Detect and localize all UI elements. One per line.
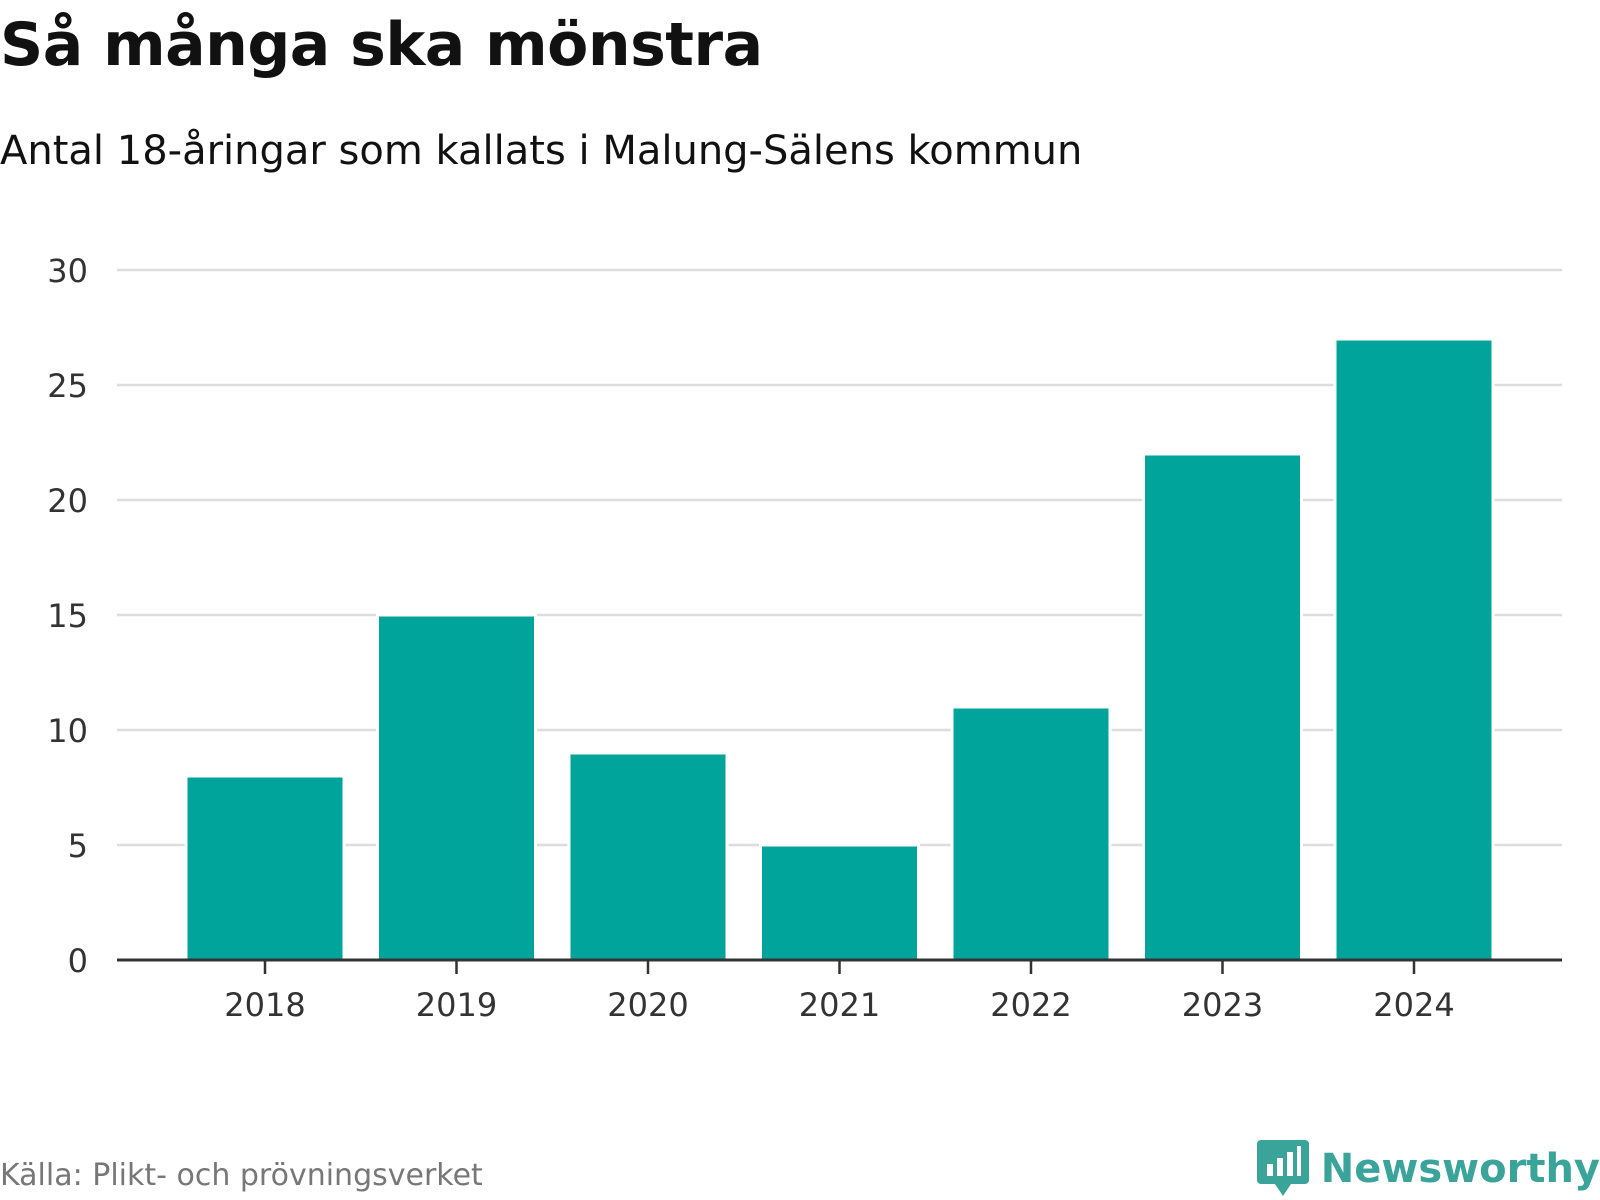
y-tick-label: 25 [47, 367, 88, 405]
bar-chart-bubble-icon [1256, 1140, 1309, 1196]
y-tick-label: 0 [68, 942, 88, 980]
x-tick-label: 2020 [607, 986, 688, 1024]
y-tick-label: 10 [47, 712, 88, 750]
brand-logo: Newsworthy [1256, 1140, 1600, 1198]
x-tick-label: 2019 [416, 986, 497, 1024]
bar-2018 [184, 774, 346, 962]
bar-2023 [1142, 452, 1303, 962]
bar-2022 [950, 705, 1112, 962]
x-tick-label: 2021 [799, 986, 880, 1024]
chart-title: Så många ska mönstra [0, 10, 763, 80]
x-tick-label: 2024 [1373, 986, 1454, 1024]
bar-2021 [759, 843, 920, 962]
bar-2020 [567, 751, 729, 962]
bar-2019 [376, 613, 537, 962]
x-tick-label: 2018 [224, 986, 305, 1024]
x-tick-label: 2023 [1182, 986, 1263, 1024]
source-note: Källa: Plikt- och prövningsverket [0, 1158, 483, 1193]
y-tick-label: 20 [47, 482, 88, 520]
x-tick-label: 2022 [990, 986, 1071, 1024]
bar-chart: 0 5 10 15 20 25 30 2018 2019 2020 2021 2022 2023 2024 [47, 252, 1562, 1024]
y-tick-label: 30 [47, 252, 88, 290]
y-tick-label: 15 [47, 597, 88, 635]
brand-name: Newsworthy [1320, 1146, 1600, 1192]
bar-2024 [1333, 337, 1495, 962]
chart-subtitle: Antal 18-åringar som kallats i Malung-Sä… [0, 128, 1083, 174]
y-tick-label: 5 [68, 827, 88, 865]
